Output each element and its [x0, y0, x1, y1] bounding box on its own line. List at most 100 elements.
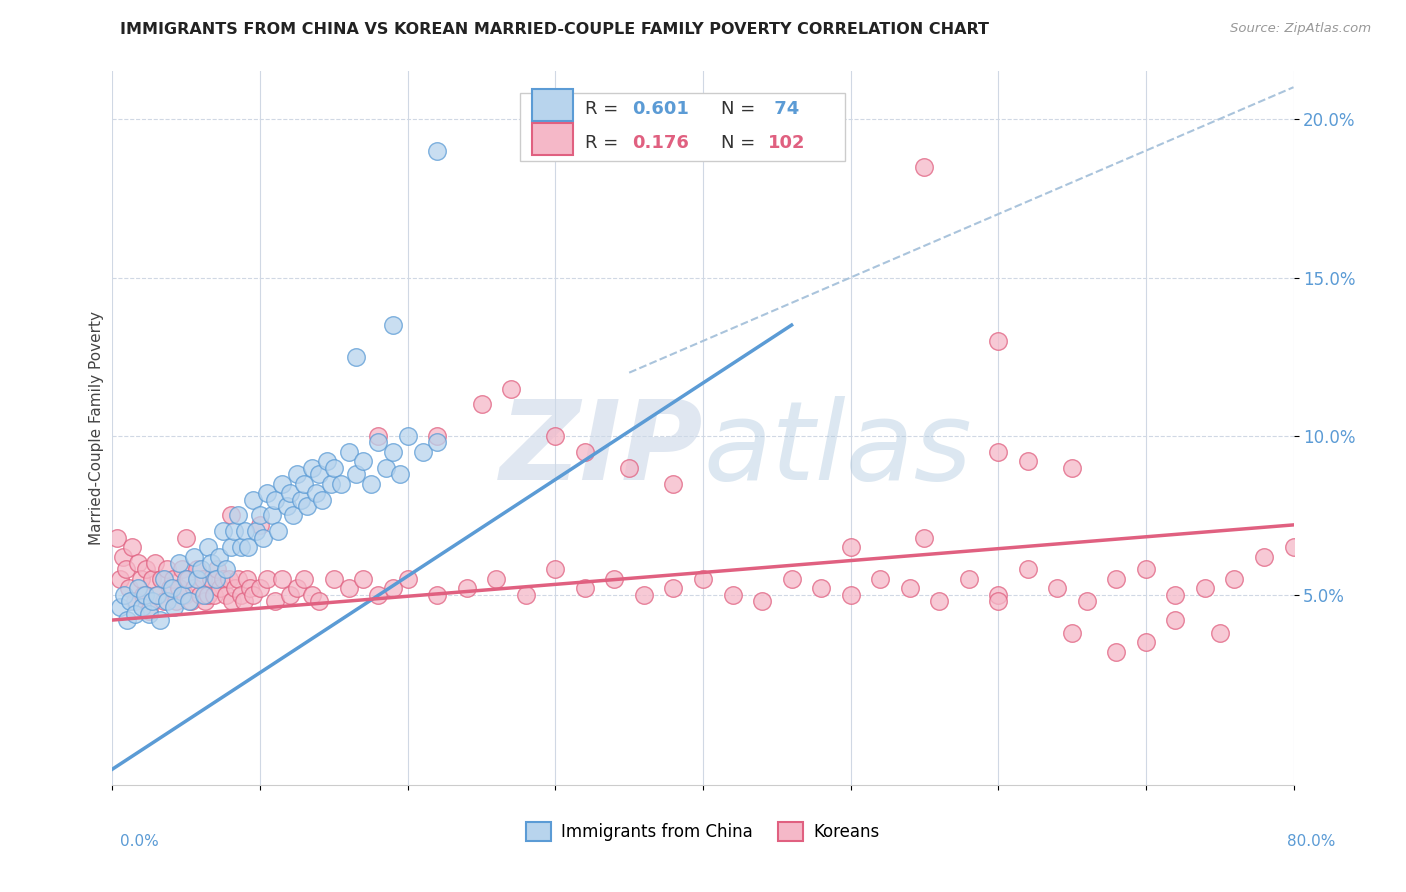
Point — [619, 460, 641, 475]
Point — [120, 594, 142, 608]
Point — [202, 588, 225, 602]
Point — [810, 582, 832, 596]
Point — [236, 572, 259, 586]
Point — [256, 486, 278, 500]
Point — [183, 549, 205, 564]
Y-axis label: Married-Couple Family Poverty: Married-Couple Family Poverty — [89, 311, 104, 545]
Point — [239, 582, 262, 596]
Bar — [531, 123, 574, 155]
Point — [105, 531, 128, 545]
Point — [207, 562, 229, 576]
Point — [193, 588, 215, 602]
Point — [1135, 635, 1157, 649]
Point — [308, 467, 330, 482]
Point — [174, 531, 197, 545]
Bar — [520, 93, 845, 161]
Point — [337, 445, 360, 459]
Point — [245, 524, 267, 539]
Point — [233, 524, 256, 539]
Text: N =: N = — [721, 100, 761, 118]
Point — [574, 582, 596, 596]
Point — [1062, 625, 1084, 640]
Point — [308, 594, 330, 608]
Point — [212, 572, 235, 586]
Point — [1076, 594, 1098, 608]
Point — [260, 508, 283, 523]
Point — [278, 486, 301, 500]
Point — [141, 594, 163, 608]
Point — [319, 476, 342, 491]
Point — [633, 588, 655, 602]
Point — [301, 460, 323, 475]
Point — [914, 531, 936, 545]
Point — [367, 429, 389, 443]
Point — [249, 582, 271, 596]
Point — [426, 429, 449, 443]
Text: IMMIGRANTS FROM CHINA VS KOREAN MARRIED-COUPLE FAMILY POVERTY CORRELATION CHART: IMMIGRANTS FROM CHINA VS KOREAN MARRIED-… — [120, 22, 988, 37]
Point — [1253, 549, 1275, 564]
Point — [1105, 645, 1128, 659]
Point — [156, 594, 179, 608]
Point — [1135, 562, 1157, 576]
Point — [271, 572, 294, 586]
Point — [200, 572, 222, 586]
Point — [108, 572, 131, 586]
Point — [662, 476, 685, 491]
Point — [382, 445, 405, 459]
Text: R =: R = — [585, 135, 624, 153]
Point — [1223, 572, 1246, 586]
Point — [485, 572, 508, 586]
Point — [292, 476, 315, 491]
Point — [305, 486, 328, 500]
Point — [221, 594, 243, 608]
Point — [515, 588, 537, 602]
Point — [170, 562, 193, 576]
Point — [301, 588, 323, 602]
Point — [112, 588, 135, 602]
Point — [150, 572, 173, 586]
Point — [186, 562, 208, 576]
Point — [470, 397, 494, 411]
Point — [252, 531, 274, 545]
Point — [124, 594, 146, 608]
Point — [118, 582, 141, 596]
Point — [134, 588, 156, 602]
Point — [382, 582, 405, 596]
Point — [162, 572, 184, 586]
Point — [153, 572, 176, 586]
Point — [544, 562, 567, 576]
Point — [242, 588, 264, 602]
Point — [290, 492, 312, 507]
Point — [256, 572, 278, 586]
Point — [242, 492, 264, 507]
Bar — [531, 89, 574, 121]
Point — [426, 144, 449, 158]
Point — [1017, 562, 1039, 576]
Point — [603, 572, 626, 586]
Point — [360, 476, 382, 491]
Point — [267, 524, 290, 539]
Text: 80.0%: 80.0% — [1288, 834, 1336, 849]
Point — [138, 603, 160, 617]
Point — [271, 476, 294, 491]
Point — [780, 572, 803, 586]
Point — [374, 460, 396, 475]
Point — [117, 613, 138, 627]
Point — [323, 572, 346, 586]
Point — [222, 524, 245, 539]
Point — [218, 572, 240, 586]
Text: ZIP: ZIP — [499, 396, 703, 503]
Point — [167, 582, 190, 596]
Point — [1164, 613, 1187, 627]
Point — [129, 572, 152, 586]
Point — [138, 607, 160, 621]
Point — [957, 572, 980, 586]
Point — [337, 582, 360, 596]
Point — [174, 572, 197, 586]
Point — [200, 556, 222, 570]
Point — [194, 594, 217, 608]
Point — [149, 613, 172, 627]
Point — [163, 600, 186, 615]
Point — [170, 588, 193, 602]
Point — [190, 562, 212, 576]
